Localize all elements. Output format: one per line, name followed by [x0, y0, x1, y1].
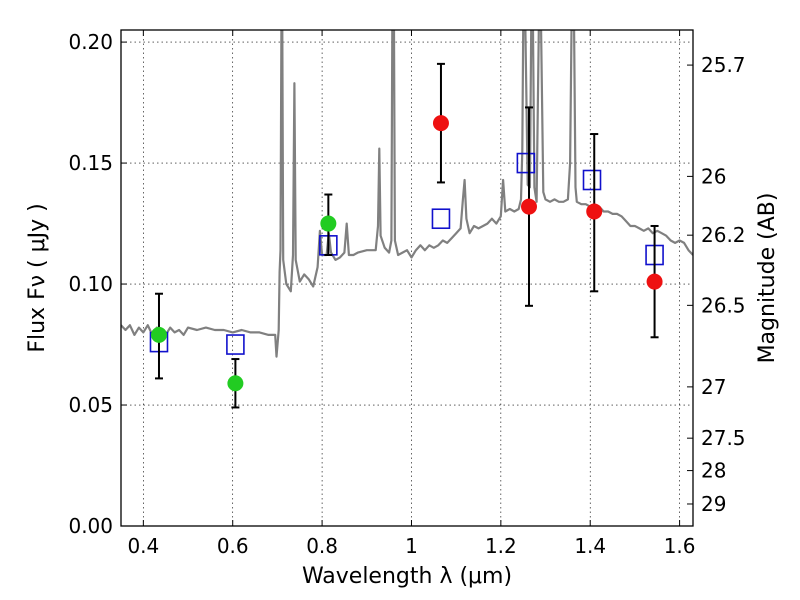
model-square-point [431, 208, 451, 230]
right-axis-label: Magnitude (AB) [755, 193, 780, 364]
green-photometry-point [320, 215, 337, 232]
model-square-point [226, 334, 245, 355]
right-tick-label: 26 [701, 164, 726, 188]
green-photometry-point [227, 375, 244, 392]
right-tick-label: 26.2 [701, 223, 746, 247]
red-photometry-point [520, 198, 537, 215]
axis-ticks: 0.4 0.6 0.8 1 1.2 1.4 1.6 0.00 0.05 0.10 0.15 0.20 2… [68, 30, 746, 558]
model-square-point [516, 152, 536, 174]
x-tick-label: 0.6 [217, 534, 249, 558]
photometry-points-layer [149, 62, 664, 409]
x-axis-label: Wavelength λ (μm) [302, 564, 512, 589]
y-tick-label: 0.20 [68, 30, 113, 54]
green-photometry-point [150, 326, 167, 343]
right-tick-label: 28 [701, 459, 726, 483]
x-tick-label: 1 [405, 534, 418, 558]
y-tick-label: 0.15 [68, 151, 113, 175]
model-spectrum-line [121, 30, 693, 358]
right-tick-label: 27.5 [701, 426, 746, 450]
right-tick-label: 29 [701, 492, 726, 516]
x-tick-label: 0.4 [127, 534, 159, 558]
red-photometry-point [432, 115, 449, 132]
right-tick-label: 26.5 [701, 293, 746, 317]
y-tick-label: 0.00 [68, 514, 113, 538]
model-spectrum-layer [121, 30, 693, 358]
y-axis-label: Flux Fν ( μJy ) [25, 203, 50, 352]
right-tick-label: 25.7 [701, 53, 746, 77]
red-photometry-point [586, 203, 603, 220]
y-tick-label: 0.05 [68, 393, 113, 417]
x-tick-label: 1.6 [664, 534, 696, 558]
plot-frame [120, 29, 694, 527]
x-tick-label: 1.4 [574, 534, 606, 558]
y-tick-label: 0.10 [68, 272, 113, 296]
red-photometry-point [646, 273, 663, 290]
right-tick-label: 27 [701, 375, 726, 399]
grid [121, 30, 693, 526]
x-tick-label: 0.8 [306, 534, 338, 558]
model-square-point [582, 169, 602, 191]
x-tick-label: 1.2 [485, 534, 517, 558]
